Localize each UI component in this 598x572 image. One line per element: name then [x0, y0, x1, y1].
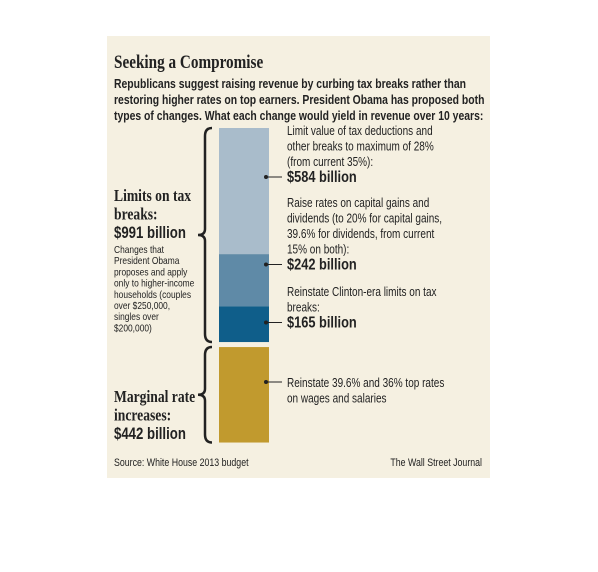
segment-description: on wages and salaries: [287, 392, 387, 406]
group-label: Marginal rate: [114, 387, 196, 406]
leader-dot: [264, 175, 268, 179]
segment-value: $242 billion: [287, 257, 357, 274]
panel: [107, 36, 490, 478]
bar-segment: [219, 306, 269, 343]
segment-description: breaks:: [287, 301, 320, 315]
subtitle: restoring higher rates on top earners. P…: [114, 92, 484, 107]
chart-title: Seeking a Compromise: [114, 52, 263, 73]
segment-description: Reinstate Clinton-era limits on tax: [287, 285, 437, 299]
segment-description: 39.6% for dividends, from current: [287, 227, 435, 241]
bar-segment: [219, 128, 269, 255]
leader-dot: [264, 262, 268, 267]
credit: The Wall Street Journal: [390, 457, 482, 469]
segment-description: Reinstate 39.6% and 36% top rates: [287, 376, 444, 390]
group-note: $200,000): [114, 322, 152, 334]
subtitle: Republicans suggest raising revenue by c…: [114, 76, 466, 91]
group-note: proposes and apply: [114, 266, 188, 278]
segment-description: Limit value of tax deductions and: [287, 124, 433, 138]
segment-value: $165 billion: [287, 315, 357, 332]
group-note: singles over: [114, 311, 159, 323]
bar-segment: [219, 254, 269, 307]
subtitle: types of changes. What each change would…: [114, 108, 483, 123]
segment-description: other breaks to maximum of 28%: [287, 140, 434, 154]
group-total: $991 billion: [114, 224, 186, 242]
group-note: households (couples: [114, 289, 191, 301]
brace: [197, 345, 213, 444]
group-note: President Obama: [114, 255, 179, 267]
group-label: increases:: [114, 406, 171, 425]
bar-segment: [219, 347, 269, 443]
brace: [197, 126, 213, 344]
group-note: only to higher-income: [114, 278, 194, 290]
segment-description: 15% on both):: [287, 243, 349, 257]
source: Source: White House 2013 budget: [114, 457, 249, 469]
group-note: over $250,000,: [114, 300, 170, 312]
segment-value: $584 billion: [287, 169, 357, 186]
group-label: breaks:: [114, 205, 158, 224]
group-note: Changes that: [114, 244, 164, 256]
segment-description: Raise rates on capital gains and: [287, 196, 429, 210]
group-label: Limits on tax: [114, 186, 191, 205]
group-total: $442 billion: [114, 425, 186, 443]
leader-dot: [264, 320, 268, 325]
segment-description: dividends (to 20% for capital gains,: [287, 212, 442, 226]
leader-dot: [264, 380, 268, 384]
segment-description: (from current 35%):: [287, 155, 373, 169]
